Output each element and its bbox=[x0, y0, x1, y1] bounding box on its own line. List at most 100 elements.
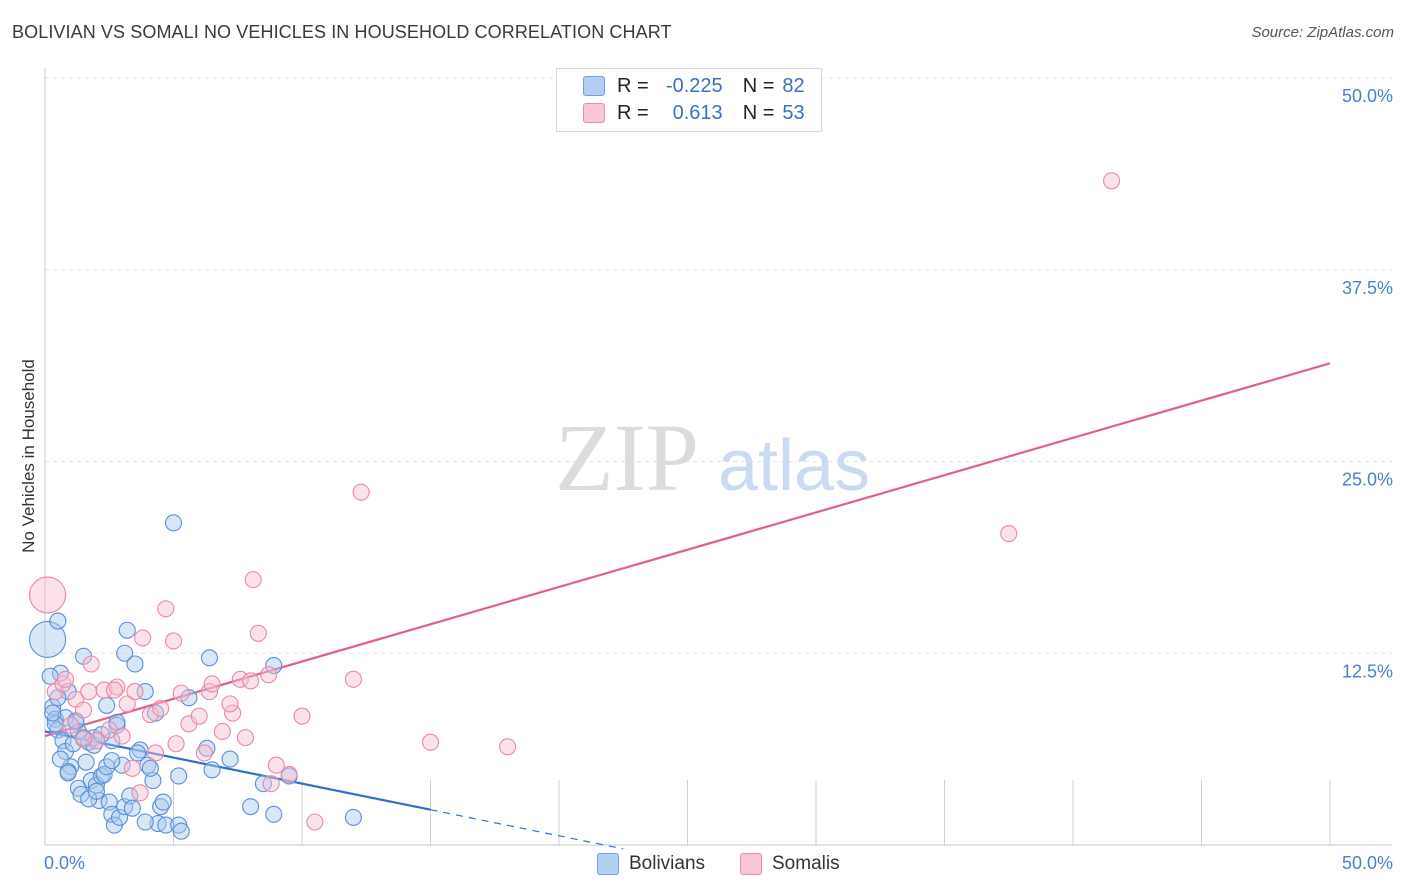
somali-point-15 bbox=[164, 632, 183, 650]
somali-point-6 bbox=[80, 683, 98, 701]
bolivians-swatch bbox=[583, 76, 605, 96]
bolivian-point-71 bbox=[113, 756, 131, 774]
tick-labels: 12.5% 25.0% 37.5% 50.0% 0.0% 50.0% bbox=[44, 86, 1393, 873]
bolivian-point-1 bbox=[49, 612, 67, 630]
y-tick-label-0: 12.5% bbox=[1342, 661, 1393, 681]
bolivian-trend-line bbox=[44, 730, 431, 811]
chart-title: BOLIVIAN VS SOMALI NO VEHICLES IN HOUSEH… bbox=[12, 22, 672, 42]
somali-point-29 bbox=[293, 707, 311, 725]
x-tick-label-0: 0.0% bbox=[44, 853, 85, 873]
somali-point-45 bbox=[195, 744, 213, 762]
somali-point-9 bbox=[118, 695, 136, 713]
somali-point-30 bbox=[306, 813, 324, 831]
bolivian-point-72 bbox=[141, 759, 159, 777]
somali-point-8 bbox=[108, 678, 126, 696]
bolivian-point-48 bbox=[203, 761, 221, 779]
bolivian-point-63 bbox=[128, 744, 147, 762]
somalis-legend-swatch bbox=[740, 853, 762, 875]
bolivian-point-19 bbox=[92, 767, 111, 785]
bolivian-point-57 bbox=[265, 656, 283, 675]
somali-point-31 bbox=[344, 670, 362, 688]
somali-trend-line bbox=[44, 362, 1331, 738]
somali-point-4 bbox=[75, 701, 93, 719]
bolivian-point-34 bbox=[126, 655, 144, 673]
somali-point-28 bbox=[280, 765, 298, 783]
bolivian-point-56 bbox=[344, 808, 362, 826]
bolivians-legend-label: Bolivians bbox=[629, 853, 706, 874]
somalis-r-value: 0.613 bbox=[672, 101, 723, 124]
bolivian-trend-extension bbox=[430, 809, 624, 850]
r-label: R = bbox=[617, 101, 649, 124]
somali-point-10 bbox=[126, 683, 144, 701]
bolivian-point-67 bbox=[51, 750, 69, 768]
x-tick-label-1: 50.0% bbox=[1342, 853, 1393, 873]
somali-point-44 bbox=[167, 735, 185, 753]
bolivian-point-39 bbox=[152, 798, 170, 816]
somali-point-23 bbox=[242, 672, 260, 690]
somali-point-40 bbox=[113, 727, 131, 745]
r-label: R = bbox=[617, 74, 649, 97]
bolivian-point-44 bbox=[172, 822, 190, 840]
somali-point-51 bbox=[75, 730, 93, 748]
somali-point-38 bbox=[87, 732, 105, 750]
somali-point-48 bbox=[105, 681, 123, 699]
somali-point-24 bbox=[244, 571, 262, 589]
somali-point-14 bbox=[157, 600, 175, 618]
bolivian-point-0 bbox=[29, 620, 67, 658]
bolivian-point-77 bbox=[103, 752, 121, 770]
correlation-legend: R = -0.225 N = 82 R = 0.613 N = 53 bbox=[556, 68, 822, 132]
bolivian-point-26 bbox=[110, 808, 129, 826]
source-label: Source: ZipAtlas.com bbox=[1251, 24, 1394, 41]
somalis-legend-label: Somalis bbox=[772, 853, 840, 874]
bolivian-point-30 bbox=[103, 732, 121, 750]
somali-point-25 bbox=[249, 624, 267, 642]
somali-point-27 bbox=[267, 756, 285, 774]
somali-point-7 bbox=[95, 681, 113, 699]
somali-point-43 bbox=[146, 744, 165, 762]
bolivian-point-52 bbox=[242, 798, 260, 816]
somali-point-20 bbox=[213, 722, 231, 741]
y-tick-label-1: 25.0% bbox=[1342, 470, 1393, 490]
y-axis-label: No Vehicles in Household bbox=[19, 359, 38, 553]
somali-point-18 bbox=[190, 707, 208, 725]
data-points bbox=[29, 172, 1121, 840]
somali-point-2 bbox=[54, 675, 72, 693]
bolivian-point-41 bbox=[157, 816, 175, 834]
somali-point-0 bbox=[29, 576, 67, 614]
bolivian-point-42 bbox=[136, 813, 154, 831]
bolivian-point-49 bbox=[221, 750, 239, 768]
somali-point-36 bbox=[1103, 172, 1121, 190]
somali-point-13 bbox=[152, 699, 170, 718]
somalis-swatch bbox=[583, 103, 605, 123]
legend-row-somalis: R = 0.613 N = 53 bbox=[557, 100, 805, 126]
somali-point-32 bbox=[352, 483, 370, 501]
somali-point-49 bbox=[221, 695, 239, 713]
somali-point-34 bbox=[499, 738, 517, 756]
bolivian-point-35 bbox=[136, 683, 154, 701]
trend-lines bbox=[44, 362, 1331, 850]
somali-point-37 bbox=[62, 716, 80, 734]
bolivian-point-45 bbox=[170, 767, 188, 785]
bolivian-point-68 bbox=[59, 764, 77, 782]
n-label: N = bbox=[742, 101, 775, 124]
legend-item-somalis[interactable]: Somalis bbox=[740, 850, 840, 878]
legend-item-bolivians[interactable]: Bolivians bbox=[597, 850, 705, 878]
bolivian-point-75 bbox=[44, 704, 62, 722]
somali-point-11 bbox=[134, 629, 152, 647]
bolivian-point-8 bbox=[54, 732, 72, 750]
somali-point-26 bbox=[260, 666, 278, 684]
y-tick-label-3: 50.0% bbox=[1342, 86, 1393, 106]
somali-point-47 bbox=[262, 775, 280, 793]
bolivian-point-33 bbox=[116, 644, 134, 662]
bolivian-point-50 bbox=[164, 514, 183, 532]
bolivians-legend-swatch bbox=[597, 853, 619, 875]
bolivian-point-73 bbox=[154, 793, 172, 811]
somali-point-12 bbox=[141, 706, 159, 724]
somali-point-35 bbox=[1000, 525, 1018, 543]
somali-point-16 bbox=[172, 684, 190, 702]
grid-lines bbox=[45, 77, 1392, 845]
bolivians-n-value: 82 bbox=[782, 74, 805, 97]
bolivian-point-65 bbox=[87, 782, 105, 800]
bolivian-point-47 bbox=[198, 739, 216, 757]
